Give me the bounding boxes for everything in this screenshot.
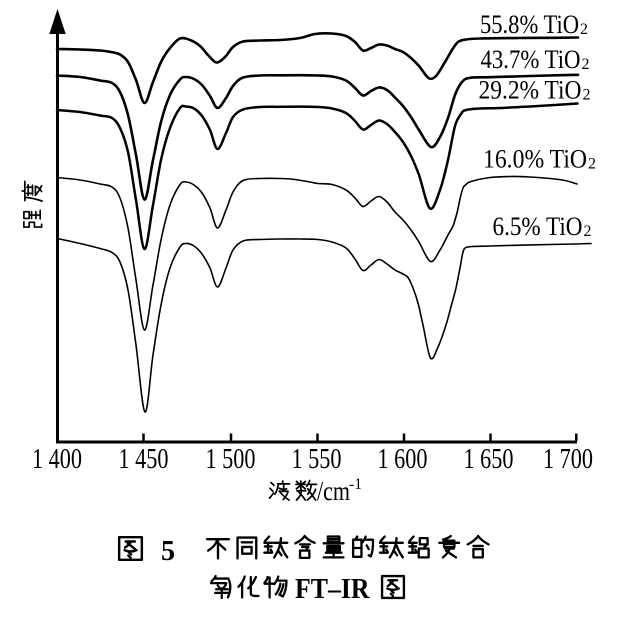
svg-text:2: 2 xyxy=(583,87,591,104)
svg-text:1 650: 1 650 xyxy=(464,443,514,475)
svg-text:29.2% TiO: 29.2% TiO xyxy=(479,76,582,105)
svg-text:43.7% TiO: 43.7% TiO xyxy=(481,45,581,74)
svg-text:2: 2 xyxy=(582,56,590,73)
svg-text:16.0% TiO: 16.0% TiO xyxy=(483,145,587,174)
svg-text:1 400: 1 400 xyxy=(32,443,82,475)
svg-text:-1: -1 xyxy=(349,476,362,493)
svg-text:6.5% TiO: 6.5% TiO xyxy=(493,212,583,241)
svg-text:5: 5 xyxy=(161,536,175,567)
svg-text:55.8% TiO: 55.8% TiO xyxy=(480,10,579,39)
svg-text:FT–IR: FT–IR xyxy=(295,574,370,605)
svg-text:2: 2 xyxy=(580,21,588,38)
svg-text:1 550: 1 550 xyxy=(292,443,342,475)
svg-text:1 500: 1 500 xyxy=(206,443,256,475)
svg-text:2: 2 xyxy=(588,156,596,173)
svg-text:2: 2 xyxy=(584,223,592,240)
svg-text:1 600: 1 600 xyxy=(378,443,428,475)
svg-text:1 700: 1 700 xyxy=(543,443,593,475)
svg-text:1 450: 1 450 xyxy=(119,443,169,475)
svg-text:/cm: /cm xyxy=(317,476,350,506)
